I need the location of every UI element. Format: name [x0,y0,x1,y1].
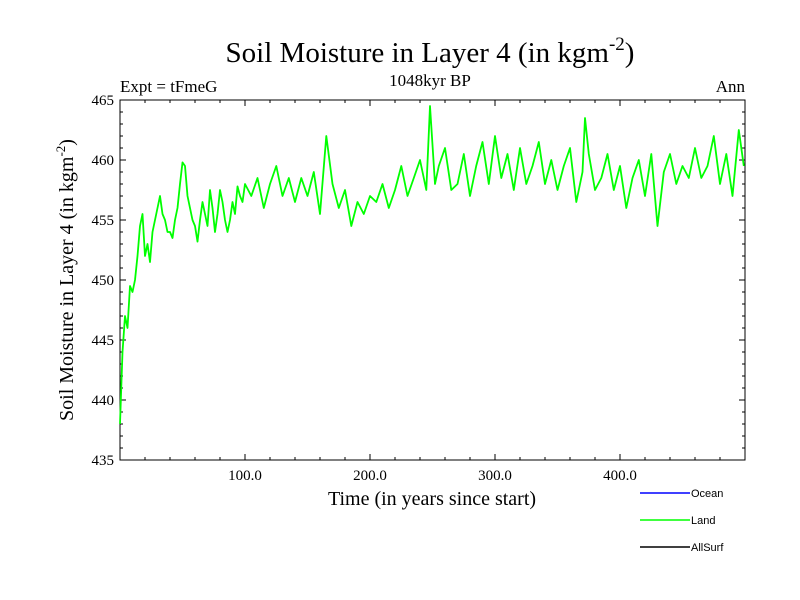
y-tick-label: 455 [92,213,115,229]
legend: Ocean Land AllSurf [640,488,724,554]
x-axis-ticks: 100.0 200.0 300.0 400.0 [144,100,721,484]
legend-label-land: Land [691,515,715,527]
y-tick-label: 435 [92,453,115,469]
y-tick-label: 440 [92,393,115,409]
chart-title: Soil Moisture in Layer 4 (in kgm-2) [226,34,635,69]
y-tick-label: 460 [92,153,115,169]
subtitle-right: Ann [716,77,746,96]
y-tick-label: 465 [92,93,115,109]
y-axis-ticks: 435 440 445 450 455 460 465 [92,93,745,469]
x-tick-label: 300.0 [478,468,512,484]
y-tick-label: 450 [92,273,115,289]
y-axis-label: Soil Moisture in Layer 4 (in kgm-2) [53,139,78,421]
x-axis-label: Time (in years since start) [328,488,536,510]
legend-label-allsurf: AllSurf [691,542,724,554]
x-tick-label: 200.0 [353,468,387,484]
subtitle-left: Expt = tFmeG [120,77,217,96]
x-tick-label: 100.0 [228,468,262,484]
subtitle-center: 1048kyr BP [389,71,471,90]
legend-label-ocean: Ocean [691,488,723,500]
x-tick-label: 400.0 [603,468,637,484]
series-line-land [119,105,745,425]
y-tick-label: 445 [92,333,115,349]
